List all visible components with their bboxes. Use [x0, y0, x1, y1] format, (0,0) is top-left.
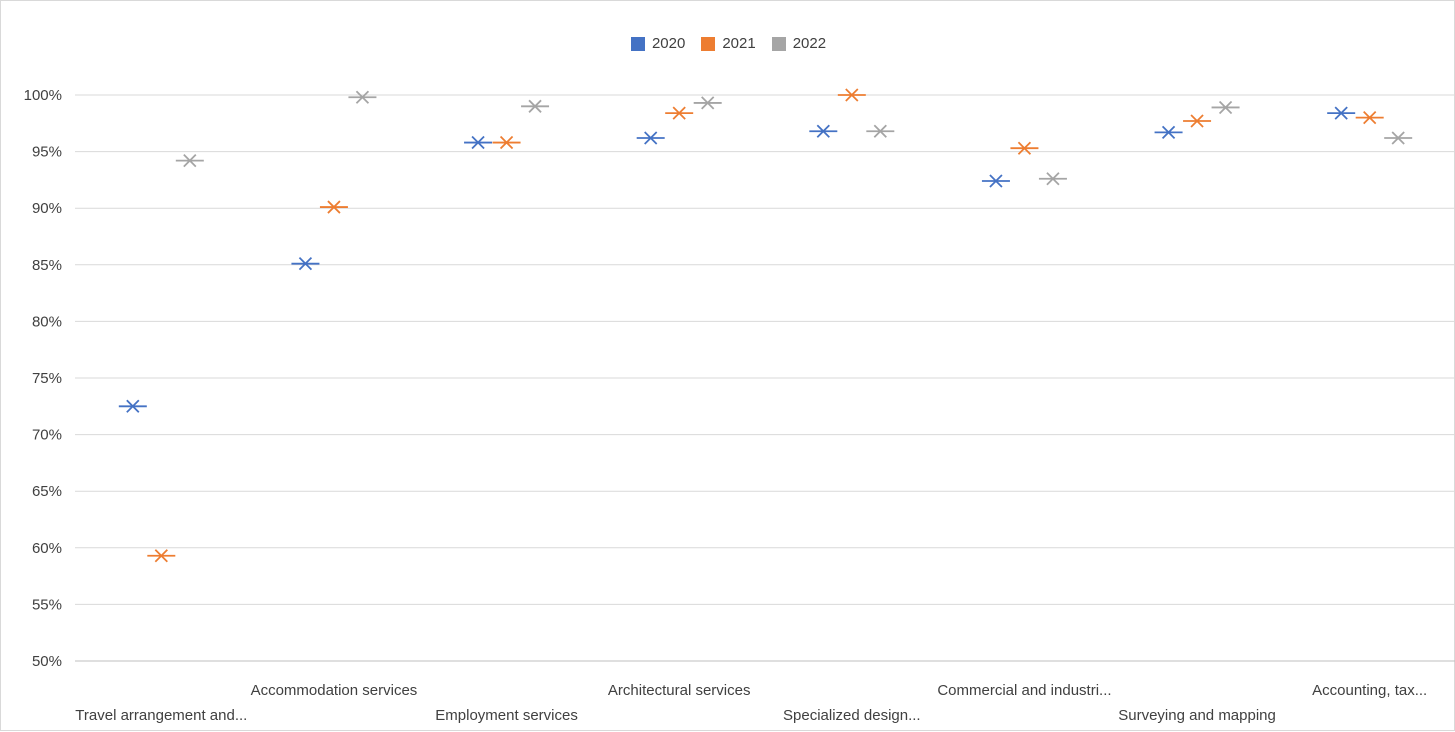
y-tick-label: 55% [32, 596, 62, 613]
data-point [492, 135, 521, 150]
x-tick-label: Architectural services [608, 682, 751, 699]
data-point [147, 549, 176, 563]
y-tick-label: 70% [32, 427, 62, 444]
x-tick-label: Travel arrangement and... [75, 707, 247, 724]
y-tick-label: 75% [32, 370, 62, 387]
x-tick-label: Employment services [435, 707, 578, 724]
y-tick-label: 85% [32, 257, 62, 274]
data-point [1154, 125, 1183, 139]
legend: 2020 2021 2022 [1, 35, 1455, 52]
y-tick-label: 65% [32, 483, 62, 500]
data-point [981, 174, 1010, 188]
data-point [1384, 131, 1413, 145]
data-point [1355, 111, 1384, 125]
data-point [1211, 100, 1240, 115]
y-tick-label: 50% [32, 653, 62, 670]
legend-label: 2022 [792, 35, 827, 52]
data-point [175, 154, 204, 168]
data-point [348, 90, 377, 104]
x-tick-label: Accommodation services [251, 682, 418, 699]
data-point [1183, 114, 1212, 128]
x-tick-label: Accounting, tax... [1312, 682, 1427, 699]
legend-swatch [771, 36, 786, 51]
data-point [1010, 141, 1039, 155]
data-point [636, 131, 665, 145]
data-point [866, 124, 895, 138]
data-point [693, 96, 722, 110]
data-point [837, 88, 866, 102]
y-tick-label: 100% [24, 87, 62, 104]
data-point [118, 399, 147, 413]
data-point [464, 135, 493, 150]
legend-label: 2021 [722, 35, 756, 52]
data-point [521, 99, 550, 113]
x-tick-label: Commercial and industri... [937, 682, 1111, 699]
data-point [291, 257, 320, 271]
y-tick-label: 95% [32, 144, 62, 161]
legend-label: 2020 [651, 35, 686, 52]
data-point [809, 124, 838, 138]
legend-item: 2022 [771, 35, 827, 52]
data-point [319, 200, 348, 214]
data-point [1327, 106, 1356, 120]
legend-item: 2020 [630, 35, 686, 52]
y-tick-label: 90% [32, 200, 62, 217]
legend-item: 2021 [701, 35, 756, 52]
legend-swatch [630, 36, 645, 51]
y-tick-label: 60% [32, 540, 62, 557]
x-tick-label: Surveying and mapping [1118, 707, 1276, 724]
data-point [665, 106, 694, 120]
y-tick-label: 80% [32, 313, 62, 330]
data-point [1038, 172, 1067, 186]
x-tick-label: Specialized design... [783, 707, 921, 724]
legend-swatch [701, 36, 716, 51]
